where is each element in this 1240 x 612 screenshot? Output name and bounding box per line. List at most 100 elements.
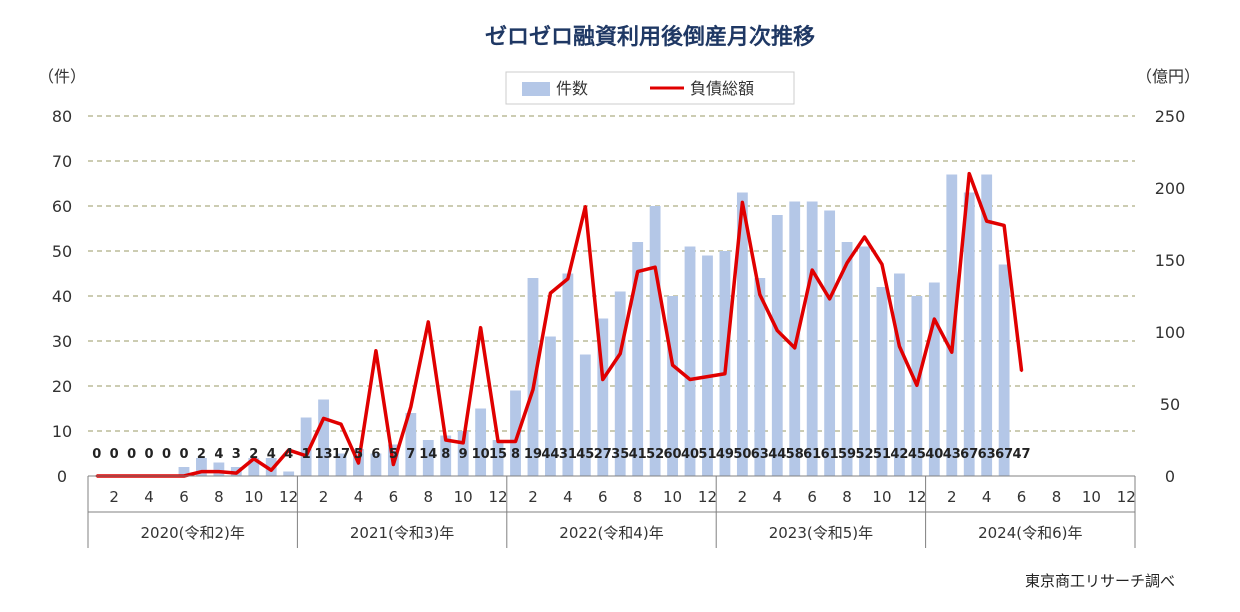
right-tick-label: 150 bbox=[1155, 251, 1186, 270]
bar-value-label: 61 bbox=[821, 447, 839, 462]
line-point bbox=[200, 470, 203, 473]
line-point bbox=[880, 263, 884, 266]
line-point bbox=[688, 378, 692, 381]
x-tick-label: 12 bbox=[489, 488, 508, 506]
bar-value-label: 50 bbox=[733, 447, 751, 462]
bar-value-label: 3 bbox=[232, 447, 241, 462]
bar-value-label: 51 bbox=[873, 447, 891, 462]
bar-value-label: 2 bbox=[249, 447, 258, 462]
bar-value-label: 9 bbox=[459, 447, 468, 462]
bar bbox=[667, 296, 678, 476]
line-point bbox=[427, 320, 430, 324]
left-tick-label: 0 bbox=[57, 467, 67, 486]
bar-value-label: 51 bbox=[698, 447, 716, 462]
bar-series bbox=[178, 174, 1010, 476]
right-axis-ticks: 0 50 100 150 200 250 bbox=[1155, 107, 1186, 486]
bar-value-label: 2 bbox=[197, 447, 206, 462]
line-point bbox=[322, 417, 325, 420]
bar bbox=[859, 246, 870, 476]
left-tick-label: 10 bbox=[52, 422, 72, 441]
line-point bbox=[863, 235, 866, 239]
x-tick-label: 12 bbox=[279, 488, 298, 506]
bar bbox=[702, 255, 713, 476]
line-point bbox=[810, 268, 814, 272]
bar-value-label: 52 bbox=[855, 447, 873, 462]
bar-value-label: 0 bbox=[179, 447, 188, 462]
bar-value-label: 8 bbox=[441, 447, 450, 462]
line-point bbox=[845, 261, 849, 265]
bar bbox=[510, 390, 521, 476]
line-point bbox=[601, 378, 604, 381]
line-point bbox=[287, 448, 290, 452]
line-point bbox=[653, 266, 657, 269]
right-tick-label: 200 bbox=[1155, 179, 1186, 198]
bar bbox=[928, 282, 940, 476]
bar bbox=[981, 174, 993, 476]
right-tick-label: 50 bbox=[1160, 395, 1180, 414]
bar bbox=[946, 174, 958, 476]
line-point bbox=[968, 172, 971, 175]
right-tick-label: 100 bbox=[1155, 323, 1186, 342]
bar bbox=[684, 246, 696, 476]
line-point bbox=[479, 326, 482, 329]
line-point bbox=[392, 463, 395, 466]
bar-value-label: 44 bbox=[768, 447, 786, 462]
bar bbox=[998, 264, 1010, 476]
bar bbox=[841, 242, 853, 476]
bar-value-label: 40 bbox=[681, 447, 699, 462]
year-group-label: 2021(令和3)年 bbox=[350, 524, 454, 542]
x-tick-label: 10 bbox=[244, 488, 263, 506]
line-point bbox=[374, 349, 378, 352]
x-tick-label: 4 bbox=[982, 488, 992, 506]
line-point bbox=[758, 293, 762, 296]
x-tick-label: 2 bbox=[319, 488, 329, 506]
bar-value-label: 10 bbox=[472, 447, 490, 462]
bar bbox=[492, 440, 504, 476]
bar bbox=[283, 471, 295, 476]
legend-label-count: 件数 bbox=[556, 79, 588, 98]
bar bbox=[370, 453, 382, 476]
bar-value-label: 4 bbox=[267, 447, 276, 462]
bar bbox=[475, 408, 487, 476]
line-point bbox=[1002, 224, 1006, 227]
x-tick-label: 4 bbox=[144, 488, 154, 506]
line-point bbox=[235, 471, 238, 475]
bar-value-label: 58 bbox=[786, 447, 804, 462]
bar-value-label: 41 bbox=[629, 447, 647, 462]
bar bbox=[579, 354, 591, 476]
bar bbox=[422, 440, 434, 476]
x-tick-label: 8 bbox=[424, 488, 434, 506]
left-tick-label: 30 bbox=[52, 332, 72, 351]
left-tick-label: 50 bbox=[52, 242, 72, 261]
line-point bbox=[793, 346, 796, 350]
line-point bbox=[985, 219, 988, 223]
line-point bbox=[357, 461, 360, 465]
bar-value-label: 27 bbox=[594, 447, 612, 462]
bar-value-label: 61 bbox=[803, 447, 821, 462]
legend-label-debt: 負債総額 bbox=[690, 79, 754, 98]
bar-value-label: 6 bbox=[371, 447, 380, 462]
bar-value-label: 47 bbox=[1013, 447, 1031, 462]
bar-value-label: 1 bbox=[302, 447, 311, 462]
bar-value-label: 67 bbox=[995, 447, 1013, 462]
bar-value-label: 19 bbox=[524, 447, 542, 462]
bar-value-label: 0 bbox=[110, 447, 119, 462]
line-point bbox=[671, 363, 674, 367]
x-tick-label: 10 bbox=[1082, 488, 1101, 506]
legend: 件数 負債総額 bbox=[505, 71, 795, 105]
line-point bbox=[549, 291, 552, 295]
bar bbox=[649, 206, 661, 476]
line-point bbox=[270, 469, 273, 472]
x-tick-label: 2 bbox=[738, 488, 748, 506]
bar bbox=[248, 458, 260, 476]
left-tick-label: 70 bbox=[52, 152, 72, 171]
x-tick-label: 12 bbox=[907, 488, 926, 506]
line-point bbox=[950, 350, 953, 354]
x-tick-label: 8 bbox=[1052, 488, 1062, 506]
bar bbox=[789, 201, 801, 476]
right-axis-unit: （億円） bbox=[1136, 67, 1200, 86]
bar-value-label: 8 bbox=[511, 447, 520, 462]
x-tick-label: 4 bbox=[563, 488, 573, 506]
bar-value-labels: 0 0 0 0 0 0 2 4 3 2 4 4 1 13 17 5 6 5 7 14 8 9 10 15 8 19 44 31 45 27… bbox=[92, 447, 1030, 462]
